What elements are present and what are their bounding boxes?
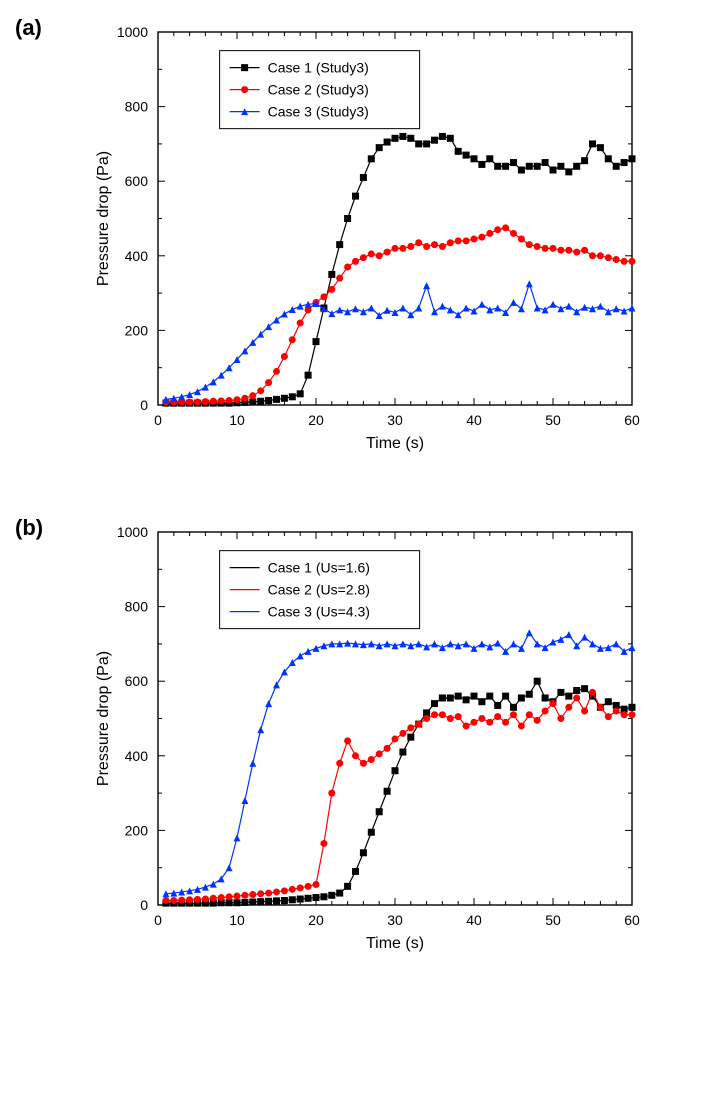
svg-text:10: 10: [229, 912, 245, 928]
panel-label: (a): [15, 15, 42, 41]
svg-text:Pressure drop (Pa): Pressure drop (Pa): [95, 151, 112, 286]
svg-text:Case 2 (Study3): Case 2 (Study3): [268, 82, 369, 98]
svg-text:Case 3 (Us=4.3): Case 3 (Us=4.3): [268, 604, 370, 620]
svg-text:600: 600: [125, 673, 149, 689]
svg-text:0: 0: [140, 397, 148, 413]
svg-text:400: 400: [125, 248, 149, 264]
svg-text:40: 40: [466, 912, 482, 928]
svg-text:50: 50: [545, 412, 561, 428]
svg-text:1000: 1000: [117, 524, 148, 540]
chart: 010203040506002004006008001000Time (s)Pr…: [90, 20, 704, 460]
svg-text:10: 10: [229, 412, 245, 428]
svg-text:0: 0: [154, 912, 162, 928]
figure: (a)010203040506002004006008001000Time (s…: [20, 20, 704, 960]
svg-text:60: 60: [624, 912, 640, 928]
chart: 010203040506002004006008001000Time (s)Pr…: [90, 520, 704, 960]
svg-text:30: 30: [387, 912, 403, 928]
svg-text:Time (s): Time (s): [366, 435, 424, 452]
svg-text:40: 40: [466, 412, 482, 428]
svg-text:800: 800: [125, 99, 149, 115]
svg-text:0: 0: [154, 412, 162, 428]
svg-text:600: 600: [125, 173, 149, 189]
chart-panel: (b)010203040506002004006008001000Time (s…: [20, 520, 704, 960]
svg-text:Pressure drop (Pa): Pressure drop (Pa): [95, 651, 112, 786]
svg-text:200: 200: [125, 322, 149, 338]
svg-text:20: 20: [308, 412, 324, 428]
svg-text:Case 1 (Us=1.6): Case 1 (Us=1.6): [268, 560, 370, 576]
svg-text:50: 50: [545, 912, 561, 928]
svg-text:Time (s): Time (s): [366, 935, 424, 952]
svg-text:30: 30: [387, 412, 403, 428]
svg-text:Case 3 (Study3): Case 3 (Study3): [268, 104, 369, 120]
svg-text:800: 800: [125, 599, 149, 615]
svg-text:Case 2 (Us=2.8): Case 2 (Us=2.8): [268, 582, 370, 598]
svg-text:1000: 1000: [117, 24, 148, 40]
svg-text:400: 400: [125, 748, 149, 764]
svg-text:0: 0: [140, 897, 148, 913]
svg-text:20: 20: [308, 912, 324, 928]
svg-text:200: 200: [125, 822, 149, 838]
svg-text:60: 60: [624, 412, 640, 428]
panel-label: (b): [15, 515, 43, 541]
chart-panel: (a)010203040506002004006008001000Time (s…: [20, 20, 704, 460]
svg-text:Case 1 (Study3): Case 1 (Study3): [268, 60, 369, 76]
